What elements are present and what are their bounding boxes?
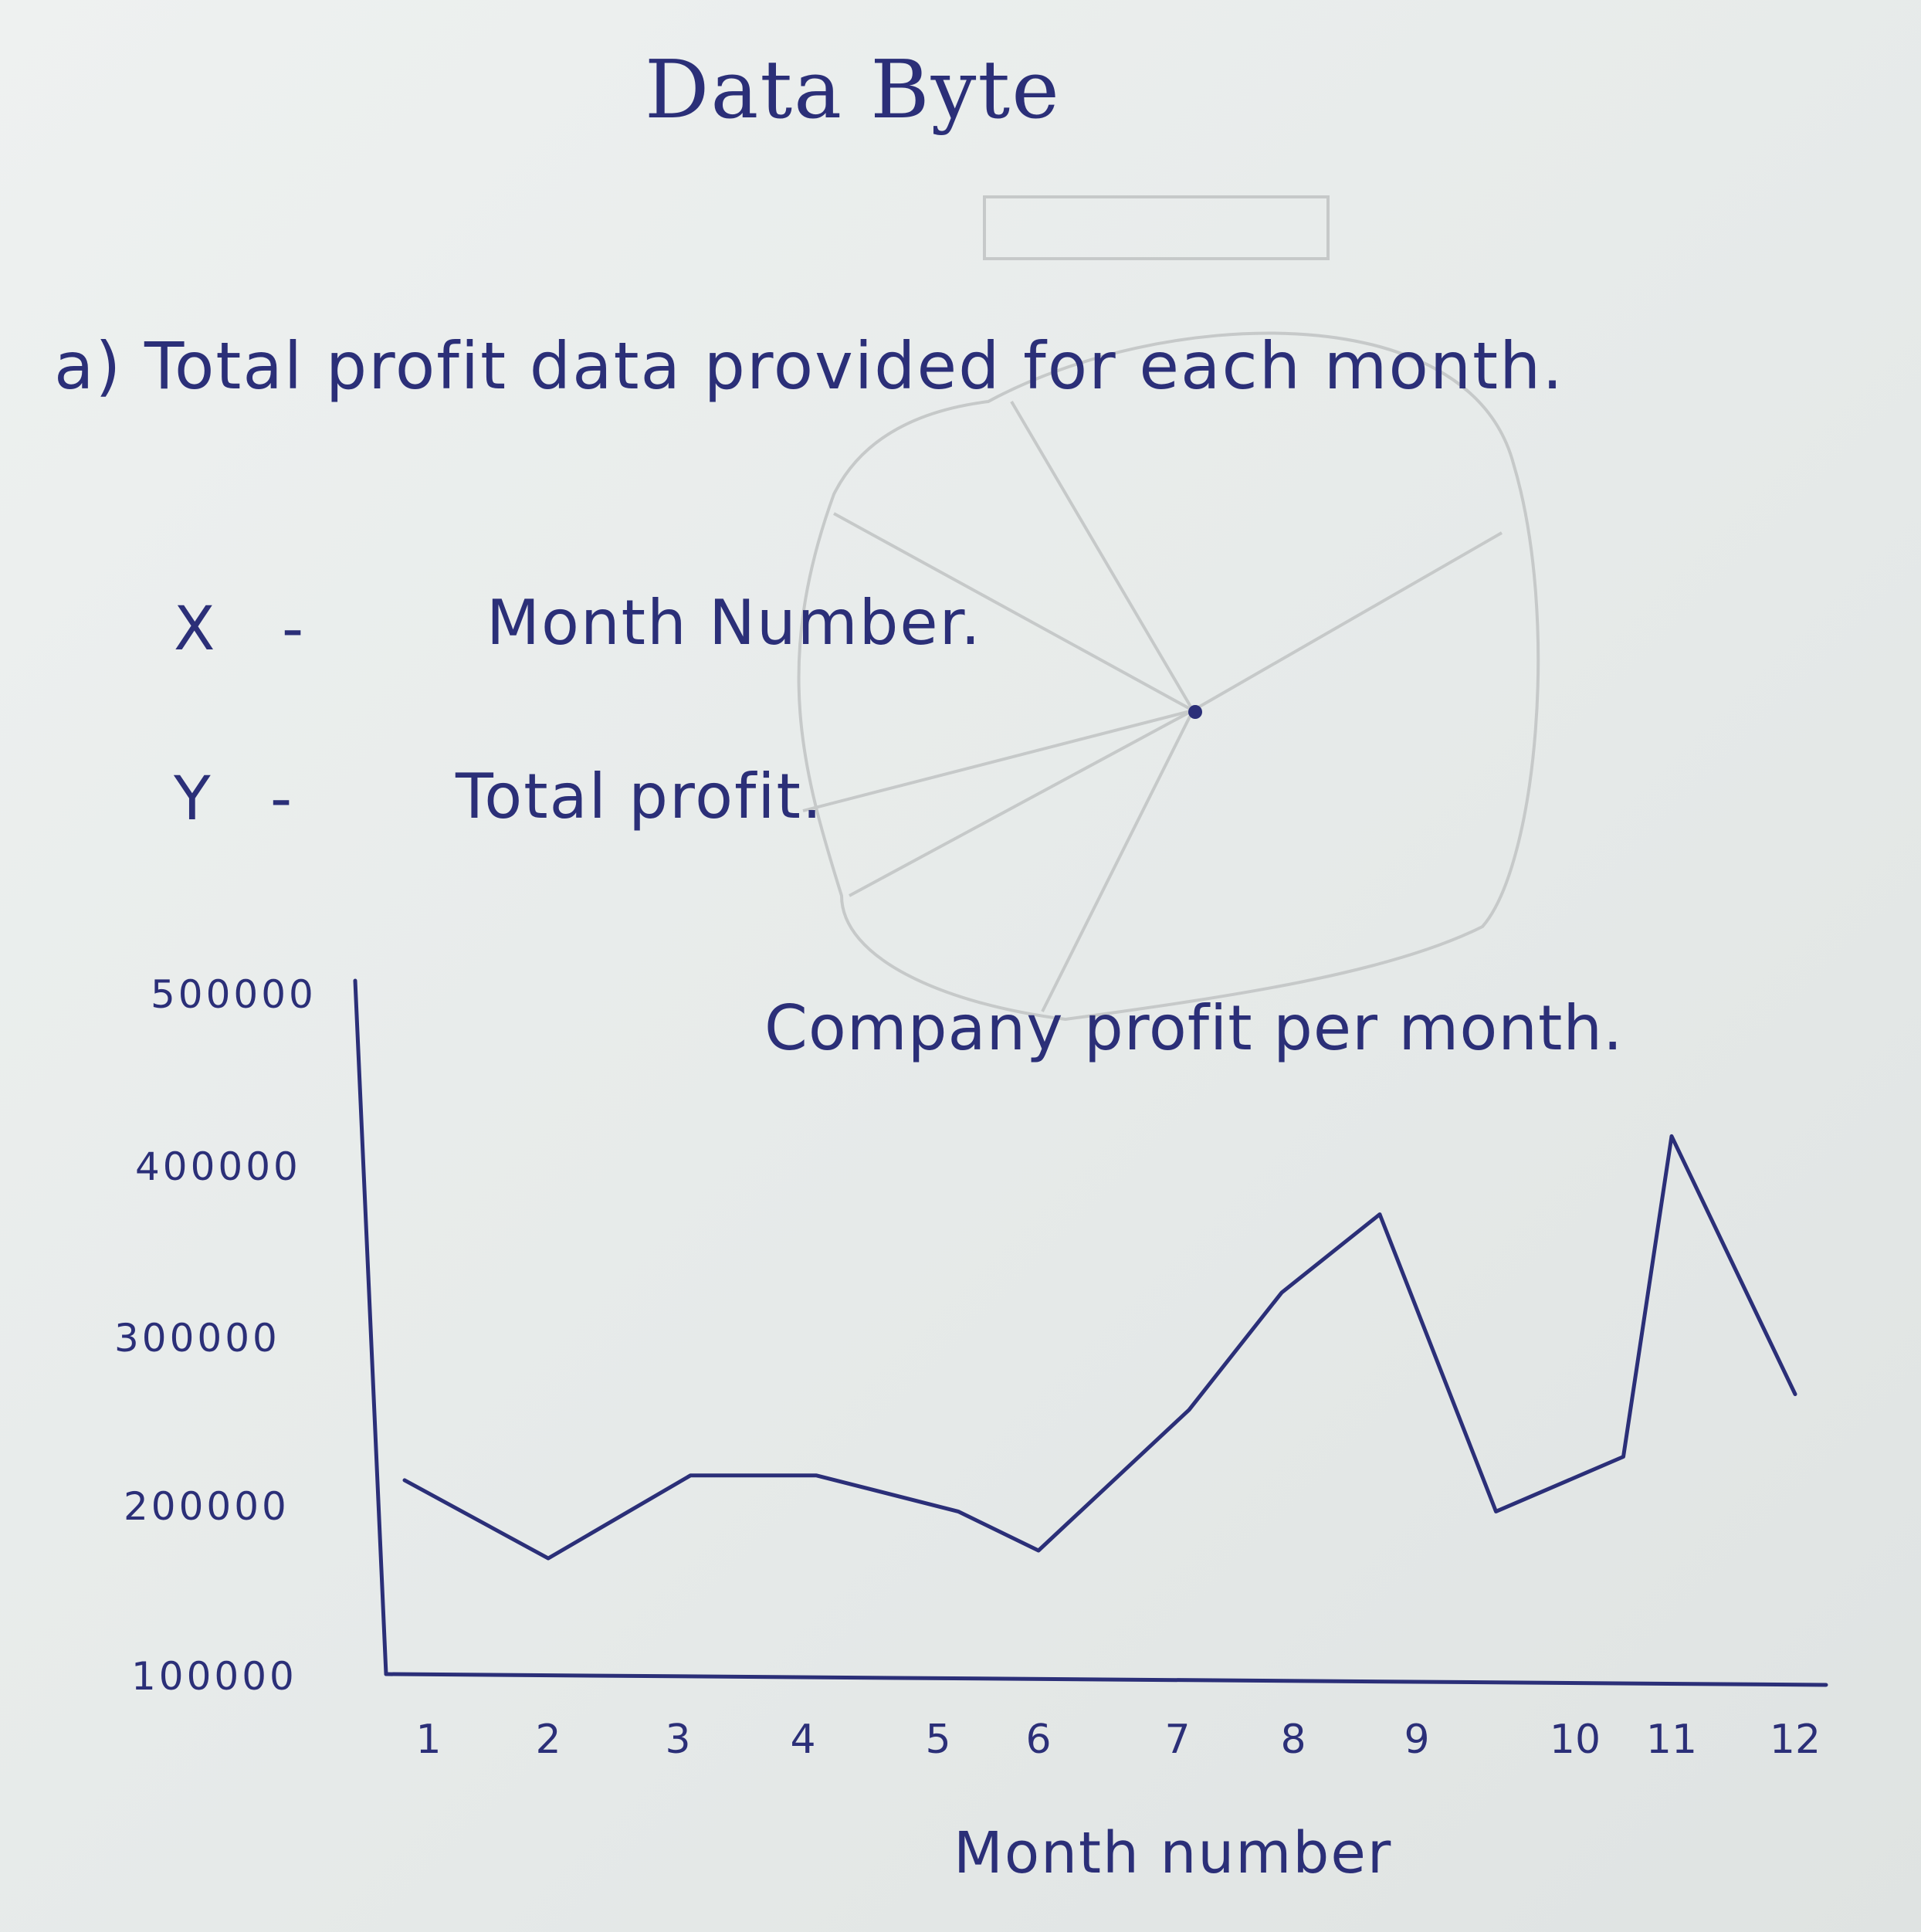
y-tick-labels: 100000 200000 300000 400000 500000 [114, 972, 317, 1699]
y-tick-label: 300000 [114, 1316, 280, 1361]
x-tick-label: 12 [1770, 1717, 1821, 1763]
x-tick-label: 5 [925, 1717, 950, 1763]
x-tick-label: 2 [535, 1717, 561, 1763]
y-axis-line [353, 978, 388, 1676]
x-tick-label: 10 [1550, 1717, 1601, 1763]
y-tick-label: 200000 [124, 1484, 290, 1529]
x-definition-key: X [174, 595, 215, 664]
x-definition-value: Month Number. [486, 587, 982, 659]
x-tick-label: 6 [1025, 1717, 1051, 1763]
x-tick-label: 7 [1164, 1717, 1190, 1763]
y-tick-label: 500000 [151, 972, 317, 1017]
x-axis-line [384, 1672, 1828, 1687]
x-axis-title: Month number [954, 1820, 1392, 1886]
y-definition-value: Total profit. [456, 761, 824, 832]
x-tick-label: 8 [1280, 1717, 1306, 1763]
y-definition-dash: - [270, 764, 293, 834]
section-heading: a) Total profit data provided for each m… [54, 328, 1564, 404]
y-tick-label: 100000 [131, 1654, 297, 1699]
x-tick-label: 4 [790, 1717, 815, 1763]
x-tick-labels: 1 2 3 4 5 6 7 8 9 10 11 12 [415, 1717, 1821, 1763]
x-tick-label: 1 [415, 1717, 441, 1763]
x-definition-dash: - [282, 595, 304, 664]
y-definition-key: Y [174, 764, 211, 834]
x-tick-label: 3 [665, 1717, 690, 1763]
x-tick-label: 11 [1646, 1717, 1697, 1763]
page-title: Data Byte [645, 42, 1061, 137]
chart-title: Company profit per month. [764, 992, 1624, 1064]
x-tick-label: 9 [1404, 1717, 1429, 1763]
y-tick-label: 400000 [135, 1144, 301, 1189]
profit-series-line [402, 1134, 1797, 1561]
